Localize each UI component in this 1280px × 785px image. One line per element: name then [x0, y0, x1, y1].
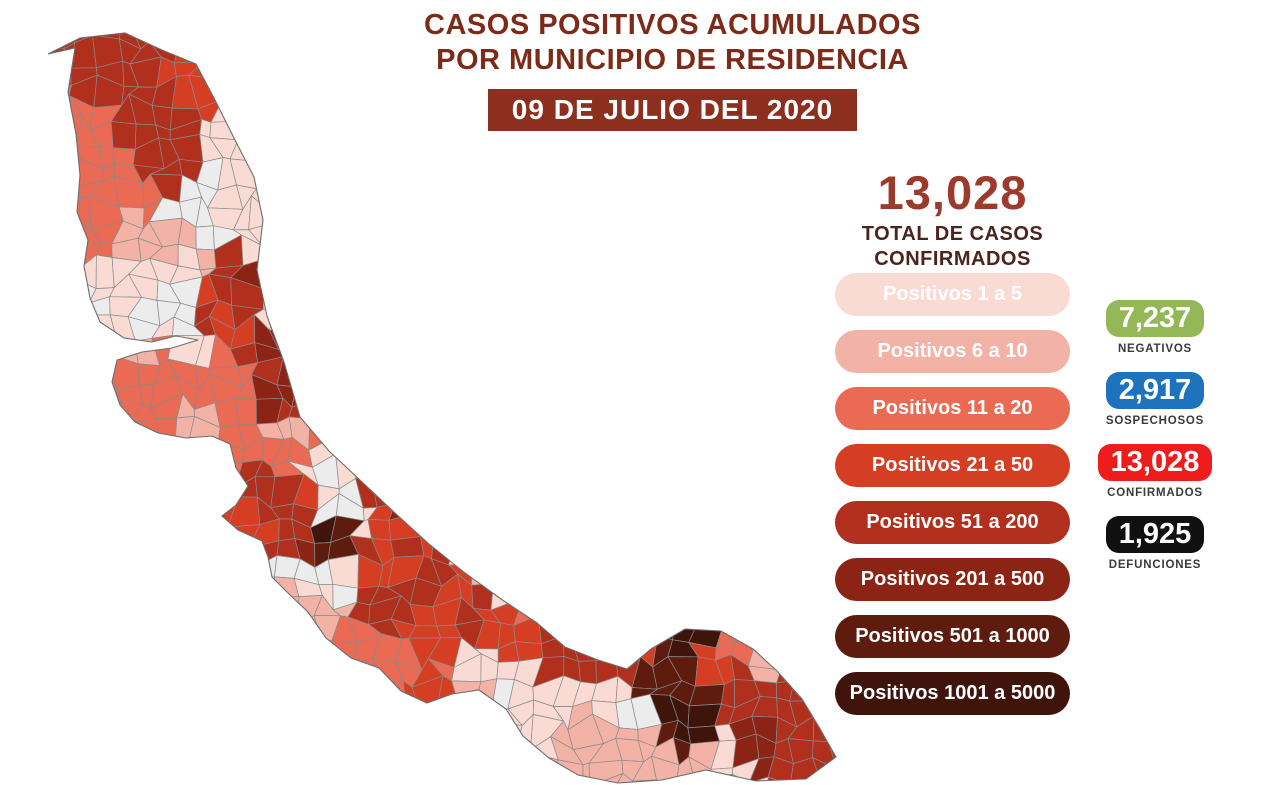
defunciones-badge: 1,925	[1105, 516, 1205, 553]
stat-defunciones: 1,925 DEFUNCIONES	[1095, 516, 1215, 571]
veracruz-choropleth-map	[47, 32, 837, 784]
title-line-2: POR MUNICIPIO DE RESIDENCIA	[436, 43, 909, 76]
total-confirmed-value: 13,028	[877, 166, 1028, 219]
legend-pill-11-a-20: Positivos 11 a 20	[835, 387, 1070, 430]
page-title: CASOS POSITIVOS ACUMULADOS POR MUNICIPIO…	[385, 8, 960, 78]
confirmados-label: CONFIRMADOS	[1107, 487, 1203, 499]
confirmados-badge: 13,028	[1097, 444, 1213, 481]
negativos-label: NEGATIVOS	[1117, 343, 1193, 355]
legend-pill-21-a-50: Positivos 21 a 50	[835, 444, 1070, 487]
stat-confirmados: 13,028 CONFIRMADOS	[1095, 444, 1215, 499]
negativos-badge: 7,237	[1105, 300, 1205, 337]
legend-pill-501-a-1000: Positivos 501 a 1000	[835, 615, 1070, 658]
stats-column: 7,237 NEGATIVOS 2,917 SOSPECHOSOS 13,028…	[1095, 300, 1215, 588]
total-caption-line-2: CONFIRMADOS	[874, 248, 1031, 270]
defunciones-label: DEFUNCIONES	[1108, 559, 1202, 571]
legend-pill-201-a-500: Positivos 201 a 500	[835, 558, 1070, 601]
total-confirmed-block: 13,028 TOTAL DE CASOS CONFIRMADOS	[845, 165, 1060, 272]
date-banner: 09 DE JULIO DEL 2020	[487, 88, 858, 131]
total-caption-line-1: TOTAL DE CASOS	[861, 223, 1044, 245]
legend: Positivos 1 a 5 Positivos 6 a 10 Positiv…	[835, 273, 1070, 729]
stat-negativos: 7,237 NEGATIVOS	[1095, 300, 1215, 355]
legend-pill-51-a-200: Positivos 51 a 200	[835, 501, 1070, 544]
state-outline	[47, 32, 837, 784]
legend-pill-6-a-10: Positivos 6 a 10	[835, 330, 1070, 373]
title-line-1: CASOS POSITIVOS ACUMULADOS	[424, 9, 921, 41]
legend-pill-1-a-5: Positivos 1 a 5	[835, 273, 1070, 316]
map-svg	[47, 32, 837, 784]
stat-sospechosos: 2,917 SOSPECHOSOS	[1095, 372, 1215, 427]
total-confirmed-caption: TOTAL DE CASOS CONFIRMADOS	[845, 222, 1060, 272]
legend-pill-1001-a-5000: Positivos 1001 a 5000	[835, 672, 1070, 715]
header: CASOS POSITIVOS ACUMULADOS POR MUNICIPIO…	[385, 8, 960, 131]
sospechosos-label: SOSPECHOSOS	[1105, 415, 1205, 427]
sospechosos-badge: 2,917	[1105, 372, 1205, 409]
